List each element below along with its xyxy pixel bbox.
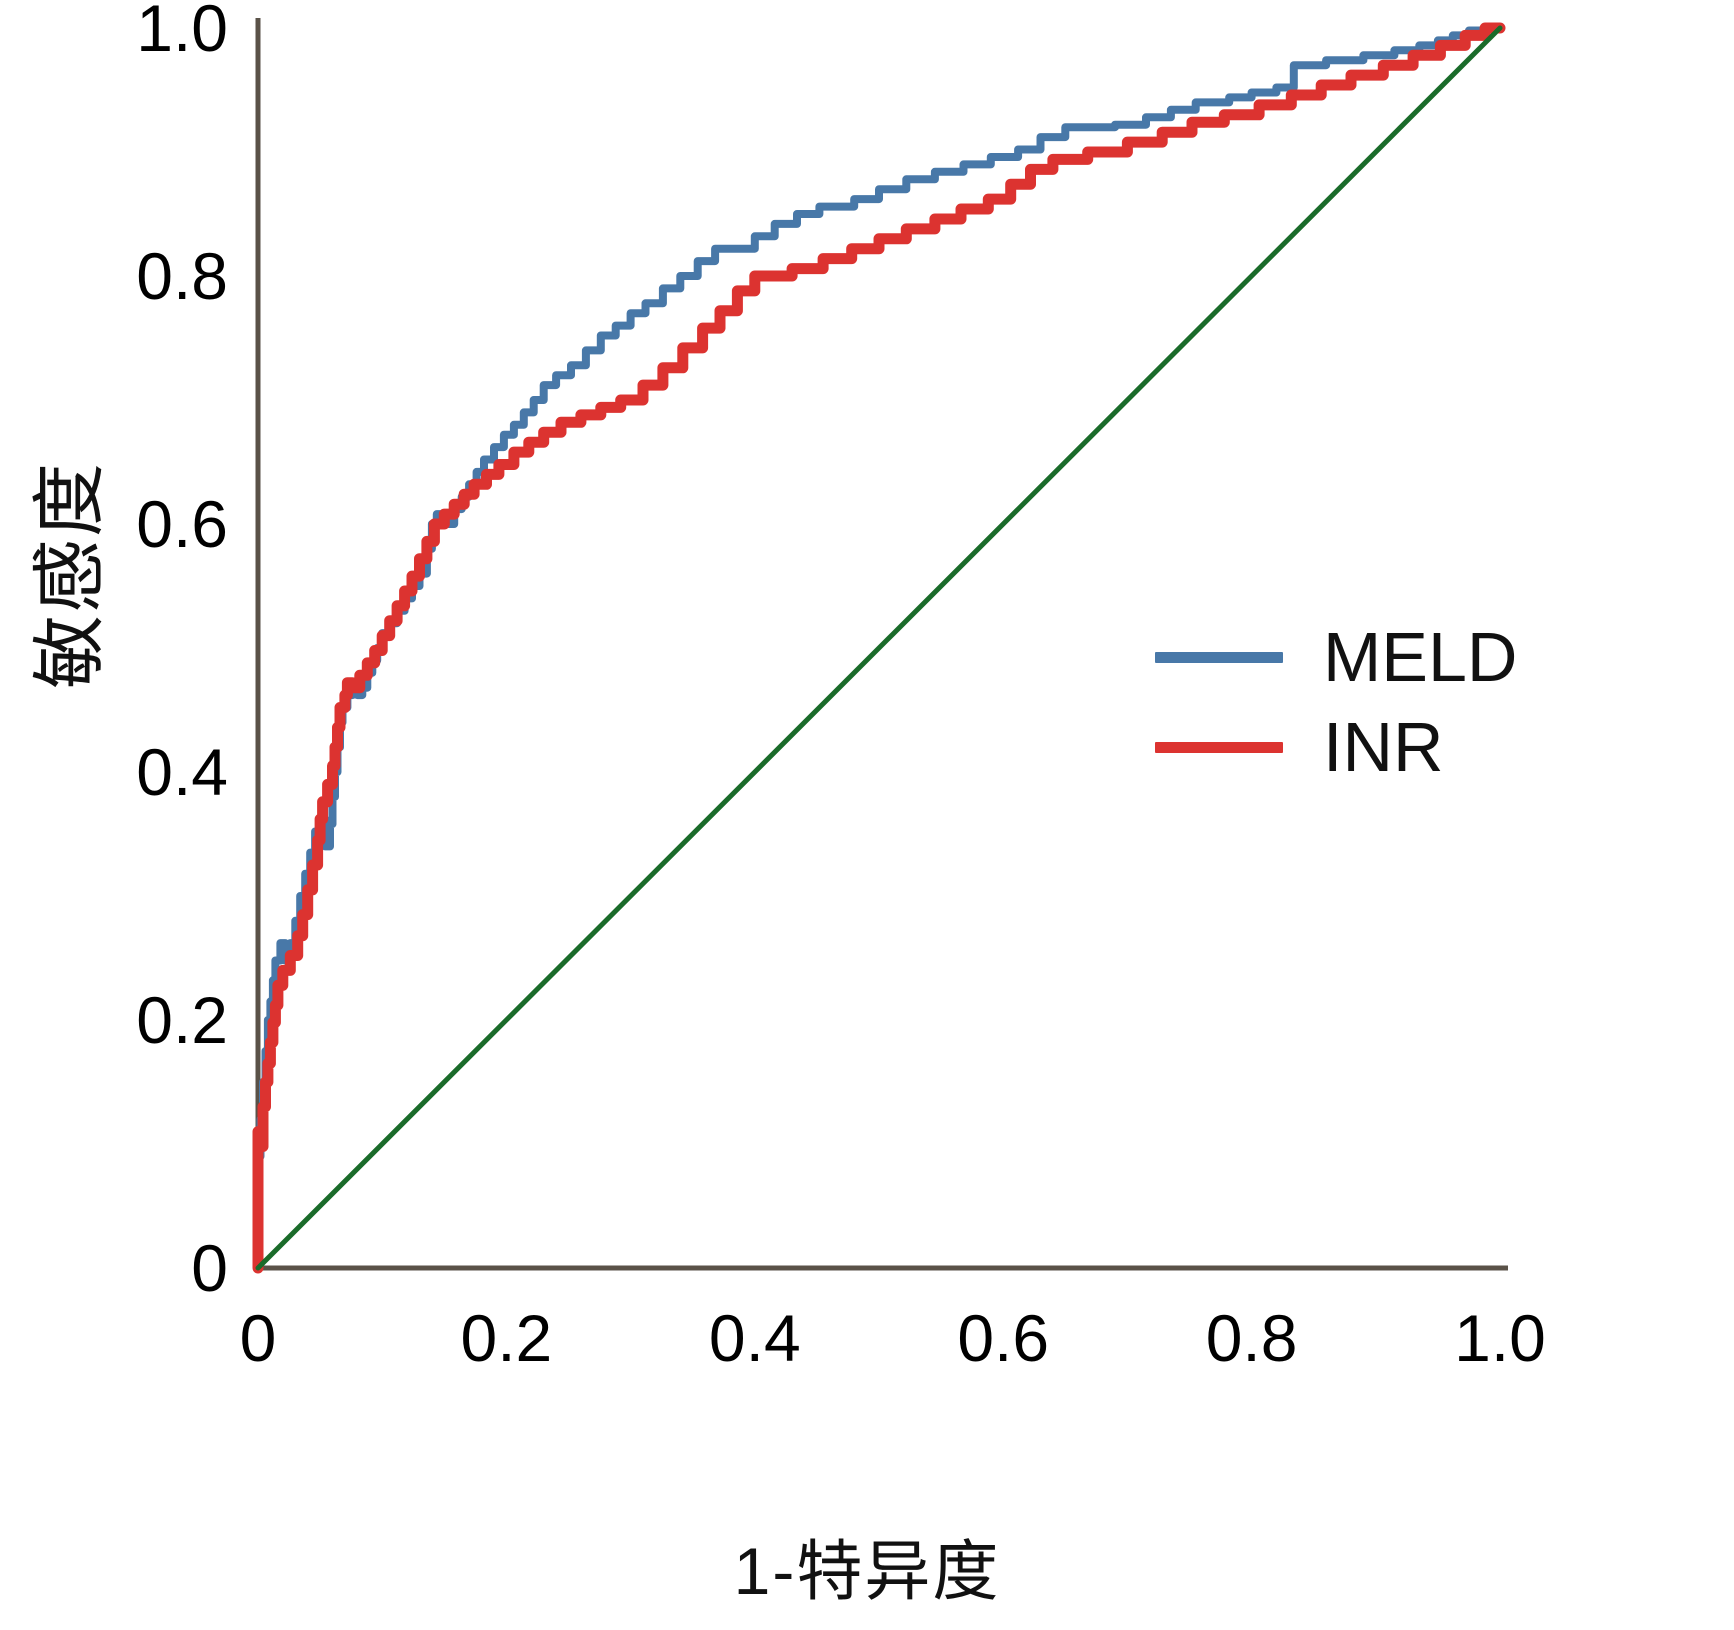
- y-tick-label: 0.6: [136, 487, 228, 561]
- series-meld: [254, 24, 1504, 1272]
- series-inr: [252, 22, 1506, 1274]
- legend-swatch-inr: [1155, 741, 1283, 753]
- x-tick-label: 0.2: [460, 1301, 553, 1375]
- x-tick-label: 0.4: [708, 1301, 801, 1375]
- x-axis-title: 1-特异度: [733, 1534, 1001, 1608]
- series-reference: [255, 25, 1503, 1271]
- y-tick-label: 1.0: [136, 0, 228, 65]
- axes: [255, 18, 1508, 1271]
- y-axis-tick-labels: 0 0.2 0.4 0.6 0.8 1.0: [0, 0, 228, 1630]
- curve-series: [252, 22, 1506, 1274]
- x-tick-label: 1.0: [1454, 1301, 1546, 1375]
- y-tick-label: 0.8: [136, 239, 228, 313]
- chart-legend: MELD INR: [1155, 612, 1575, 792]
- x-tick-label: 0.8: [1205, 1301, 1298, 1375]
- x-tick-label: 0.6: [957, 1301, 1050, 1375]
- y-tick-label: 0.2: [136, 983, 228, 1057]
- legend-swatch-meld: [1155, 651, 1283, 663]
- y-tick-label: 0: [191, 1231, 228, 1305]
- x-tick-label: 0: [239, 1301, 277, 1375]
- legend-label: INR: [1323, 708, 1444, 786]
- y-tick-label: 0.4: [136, 735, 228, 809]
- legend-item-meld: MELD: [1155, 612, 1575, 702]
- legend-item-inr: INR: [1155, 702, 1575, 792]
- legend-label: MELD: [1323, 618, 1518, 696]
